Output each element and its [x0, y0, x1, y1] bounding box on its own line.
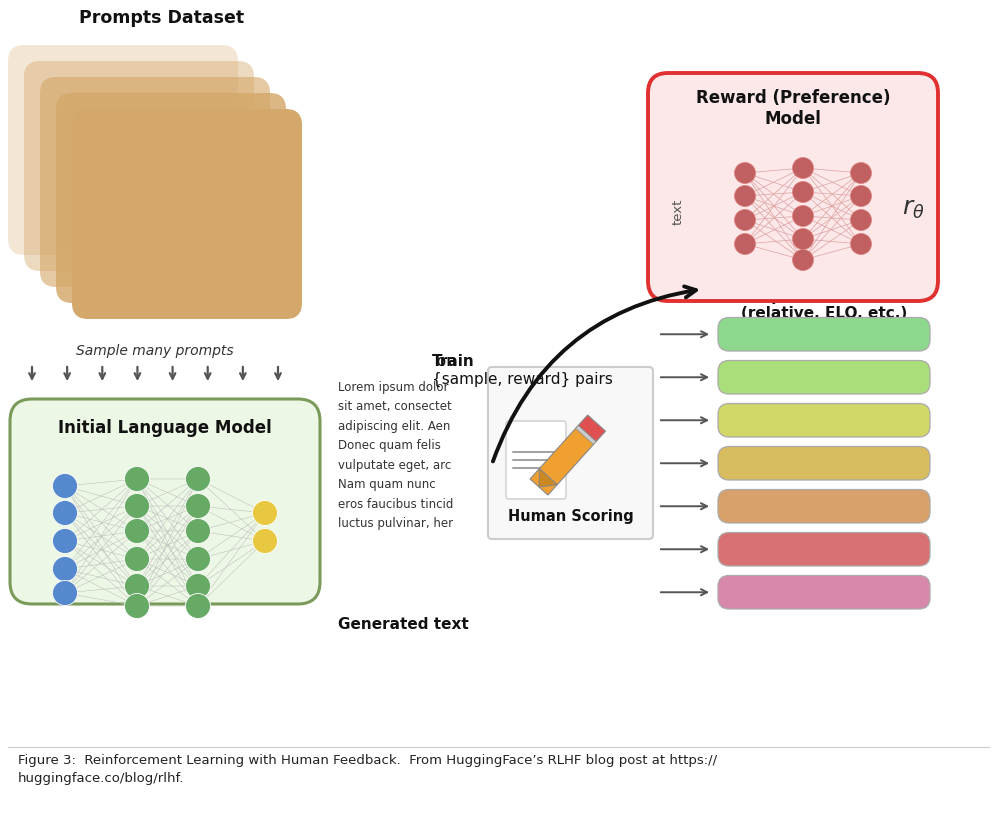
Circle shape [53, 500, 78, 526]
Circle shape [793, 206, 814, 227]
Text: on
{sample, reward} pairs: on {sample, reward} pairs [432, 354, 613, 387]
FancyBboxPatch shape [718, 490, 930, 523]
Circle shape [252, 528, 277, 554]
FancyBboxPatch shape [488, 367, 653, 539]
Circle shape [793, 229, 814, 250]
Text: Prompts Dataset: Prompts Dataset [80, 9, 244, 27]
FancyBboxPatch shape [56, 93, 286, 303]
Text: Lorem ipsum dolor
sit amet, consectet
adipiscing elit. Aen
Donec quam felis
vulp: Lorem ipsum dolor sit amet, consectet ad… [338, 381, 454, 531]
Circle shape [125, 494, 150, 518]
Circle shape [252, 500, 277, 526]
FancyBboxPatch shape [648, 73, 938, 301]
Circle shape [185, 494, 210, 518]
FancyBboxPatch shape [40, 77, 270, 287]
Polygon shape [578, 415, 605, 441]
Circle shape [185, 546, 210, 572]
Text: ·
·: · · [802, 243, 805, 256]
Polygon shape [539, 468, 557, 487]
FancyBboxPatch shape [718, 446, 930, 480]
Circle shape [735, 233, 756, 255]
Text: Reward (Preference)
Model: Reward (Preference) Model [696, 89, 890, 128]
Text: Sample many prompts: Sample many prompts [76, 344, 234, 358]
FancyBboxPatch shape [24, 61, 254, 271]
Text: ·
·
·: · · · [196, 587, 199, 604]
Circle shape [125, 573, 150, 599]
Text: text: text [672, 199, 685, 225]
Polygon shape [530, 425, 596, 495]
Circle shape [735, 185, 756, 206]
Text: Outputs are ranked
(relative, ELO, etc.): Outputs are ranked (relative, ELO, etc.) [740, 288, 908, 321]
Text: Train: Train [432, 354, 475, 369]
Circle shape [185, 573, 210, 599]
FancyBboxPatch shape [718, 318, 930, 351]
Circle shape [793, 250, 814, 270]
FancyBboxPatch shape [718, 576, 930, 609]
Text: Human Scoring: Human Scoring [507, 509, 633, 524]
Text: Generated text: Generated text [338, 617, 469, 632]
Circle shape [125, 518, 150, 544]
Circle shape [793, 157, 814, 179]
Circle shape [850, 210, 871, 230]
Circle shape [185, 467, 210, 491]
Circle shape [185, 518, 210, 544]
FancyBboxPatch shape [718, 404, 930, 437]
Text: Initial Language Model: Initial Language Model [58, 419, 272, 437]
Circle shape [53, 473, 78, 499]
FancyBboxPatch shape [718, 532, 930, 566]
FancyBboxPatch shape [506, 421, 566, 499]
Circle shape [185, 594, 210, 618]
Circle shape [735, 162, 756, 183]
FancyBboxPatch shape [8, 45, 238, 255]
Text: Figure 3:  Reinforcement Learning with Human Feedback.  From HuggingFace’s RLHF : Figure 3: Reinforcement Learning with Hu… [18, 754, 717, 785]
FancyBboxPatch shape [718, 360, 930, 394]
Circle shape [850, 233, 871, 255]
Polygon shape [575, 425, 596, 445]
Text: $r_\theta$: $r_\theta$ [901, 197, 924, 221]
Circle shape [53, 528, 78, 554]
FancyBboxPatch shape [72, 109, 302, 319]
Circle shape [53, 556, 78, 581]
Circle shape [850, 185, 871, 206]
Text: ·
·
·: · · · [136, 587, 139, 604]
Circle shape [793, 182, 814, 202]
Circle shape [735, 210, 756, 230]
FancyBboxPatch shape [10, 399, 320, 604]
Circle shape [125, 467, 150, 491]
Circle shape [125, 594, 150, 618]
Circle shape [850, 162, 871, 183]
Circle shape [53, 581, 78, 605]
Circle shape [125, 546, 150, 572]
